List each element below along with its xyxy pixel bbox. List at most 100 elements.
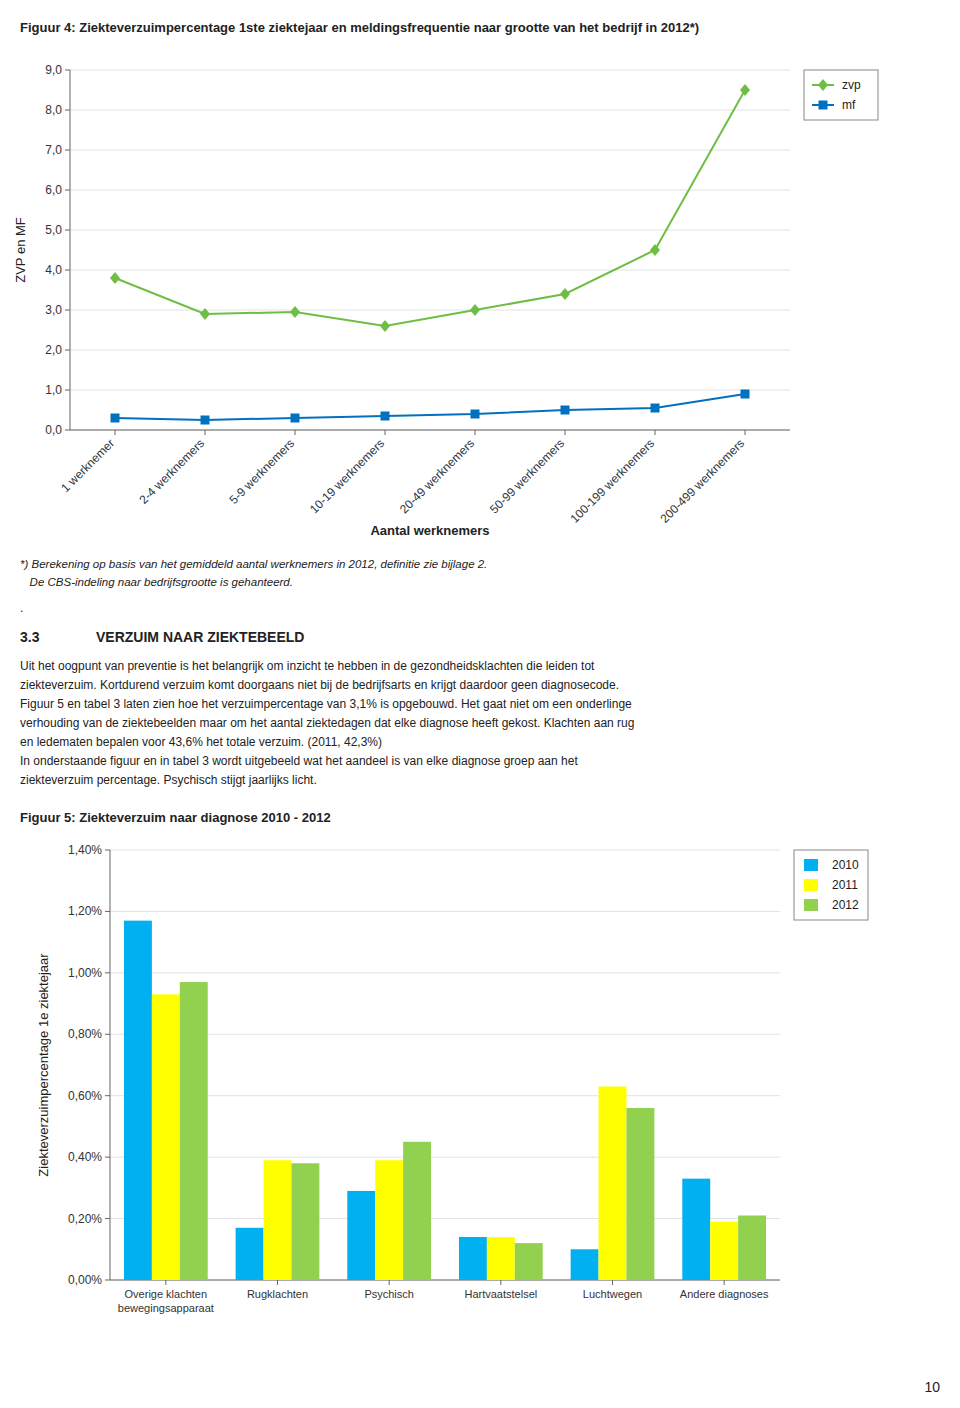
bar <box>459 1237 487 1280</box>
y-tick-label: 0,20% <box>68 1212 102 1226</box>
y-tick <box>65 230 70 231</box>
y-tick-label: 5,0 <box>45 223 62 237</box>
legend-box <box>804 70 878 120</box>
x-tick-label: 100-199 werknemers <box>568 436 658 526</box>
page-number: 10 <box>924 1379 940 1395</box>
x-tick <box>745 430 746 435</box>
x-tick-label-line: Overige klachten <box>125 1288 208 1300</box>
y-tick <box>65 150 70 151</box>
y-tick <box>65 350 70 351</box>
x-tick <box>295 430 296 435</box>
y-tick-label: 1,20% <box>68 904 102 918</box>
series-line <box>115 90 745 326</box>
chart-title: Figuur 4: Ziekteverzuimpercentage 1ste z… <box>20 20 699 35</box>
marker <box>818 79 828 91</box>
legend-label: 2011 <box>832 878 858 892</box>
bar <box>264 1160 292 1280</box>
marker <box>651 404 660 413</box>
y-tick <box>65 190 70 191</box>
legend-swatch <box>804 899 818 911</box>
y-tick <box>105 1034 110 1035</box>
paragraph: Uit het oogpunt van preventie is het bel… <box>20 659 634 787</box>
paragraph-line: Figuur 5 en tabel 3 laten zien hoe het v… <box>20 697 632 711</box>
y-tick <box>105 1280 110 1281</box>
grid-line <box>70 310 790 311</box>
grid-line <box>70 430 790 431</box>
bar <box>347 1191 375 1280</box>
y-tick-label: 0,80% <box>68 1027 102 1041</box>
section-title: VERZUIM NAAR ZIEKTEBEELD <box>96 629 304 645</box>
y-tick <box>65 310 70 311</box>
grid-line <box>70 350 790 351</box>
legend-label: 2012 <box>832 898 859 912</box>
page: Figuur 4: Ziekteverzuimpercentage 1ste z… <box>0 0 960 1408</box>
grid <box>70 70 790 430</box>
y-tick-label: 0,60% <box>68 1089 102 1103</box>
grid-line <box>70 70 790 71</box>
marker <box>111 414 120 423</box>
y-tick-label: 9,0 <box>45 63 62 77</box>
y-axis-line <box>110 850 111 1280</box>
y-tick-label: 0,40% <box>68 1150 102 1164</box>
x-tick <box>565 430 566 435</box>
chart-title: Figuur 5: Ziekteverzuim naar diagnose 20… <box>20 810 331 825</box>
marks <box>110 84 750 425</box>
x-tick <box>165 1280 166 1285</box>
marker <box>110 272 120 284</box>
grid-line <box>110 1280 780 1281</box>
bar <box>599 1087 627 1281</box>
x-axis-label: Aantal werknemers <box>370 523 489 538</box>
x-tick-label: Rugklachten <box>247 1288 308 1300</box>
grid-line <box>110 911 780 912</box>
marker <box>470 304 480 316</box>
grid-line <box>70 390 790 391</box>
section-number: 3.3 <box>20 629 40 645</box>
grid-line <box>70 150 790 151</box>
marker <box>741 390 750 399</box>
x-tick-label-line: Hartvaatstelsel <box>464 1288 537 1300</box>
bar <box>626 1108 654 1280</box>
y-tick <box>105 850 110 851</box>
x-axis-line <box>110 1280 780 1281</box>
x-tick <box>655 430 656 435</box>
y-tick-label: 1,00% <box>68 966 102 980</box>
x-tick <box>724 1280 725 1285</box>
x-tick-label-line: Andere diagnoses <box>680 1288 769 1300</box>
y-axis-label: Ziekteverzuimpercentage 1e ziektejaar <box>36 953 51 1177</box>
y-axis-label: ZVP en MF <box>13 217 28 283</box>
paragraph-line: en ledematen bepalen voor 43,6% het tota… <box>20 735 382 749</box>
grid-line <box>70 270 790 271</box>
legend-label: mf <box>842 98 856 112</box>
marker <box>561 406 570 415</box>
y-tick-label: 1,40% <box>68 843 102 857</box>
marker <box>380 320 390 332</box>
bar <box>682 1179 710 1280</box>
y-tick <box>105 1218 110 1219</box>
marker <box>381 412 390 421</box>
x-tick-label-line: bewegingsapparaat <box>118 1302 214 1314</box>
x-axis-line <box>70 430 790 431</box>
marker <box>560 288 570 300</box>
paragraph-line: ziekteverzuim. Kortdurend verzuim komt d… <box>20 678 619 692</box>
y-tick <box>105 1095 110 1096</box>
y-tick-label: 3,0 <box>45 303 62 317</box>
x-tick-label: Luchtwegen <box>583 1288 642 1300</box>
y-tick <box>65 430 70 431</box>
x-tick-label: 1 werknemer <box>58 436 117 495</box>
paragraph-line: Uit het oogpunt van preventie is het bel… <box>20 659 595 673</box>
bar <box>375 1160 403 1280</box>
x-tick-label-line: Psychisch <box>364 1288 414 1300</box>
grid-line <box>70 190 790 191</box>
x-tick <box>500 1280 501 1285</box>
y-tick <box>65 110 70 111</box>
bar <box>152 994 180 1280</box>
x-tick-label: Hartvaatstelsel <box>464 1288 537 1300</box>
y-tick-label: 0,00% <box>68 1273 102 1287</box>
chart: Figuur 5: Ziekteverzuim naar diagnose 20… <box>20 601 940 1395</box>
bar <box>515 1243 543 1280</box>
marker <box>740 84 750 96</box>
y-tick-label: 0,0 <box>45 423 62 437</box>
bar <box>571 1249 599 1280</box>
chart: Figuur 4: Ziekteverzuimpercentage 1ste z… <box>13 20 878 588</box>
x-tick <box>475 430 476 435</box>
